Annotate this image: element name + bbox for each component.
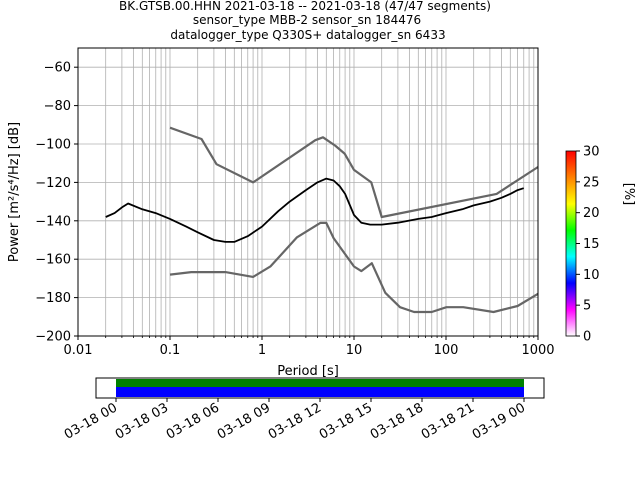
series-line-2 [169,221,539,314]
x-axis-ticks: 0.01 0.1 1 10 100 1000 [64,336,555,358]
colorbar-tick-label: 30 [583,145,600,160]
y-tick-label: −140 [35,214,71,229]
x-tick-label: 100 [434,343,459,358]
y-tick-label: −120 [35,176,71,191]
chart-title-line-3: datalogger_type Q330S+ datalogger_sn 643… [170,28,445,42]
time-coverage-top [116,379,524,387]
y-tick-label: −100 [35,138,71,153]
y-axis-ticks: −200 −180 −160 −140 −120 −100 −80 −60 [35,61,78,345]
y-tick-label: −160 [35,253,71,268]
series-line-0 [105,177,524,243]
time-tick-label: 03-18 00 [62,400,120,442]
time-tick-label: 03-18 09 [215,400,273,442]
colorbar-label: [%] [621,183,636,206]
series-line-1 [169,126,539,219]
x-tick-label: 1 [258,343,266,358]
time-coverage-bottom [116,387,524,397]
x-tick-label: 0.1 [160,343,181,358]
time-tick-label: 03-18 15 [317,400,375,442]
colorbar-tick-label: 10 [583,268,600,283]
x-tick-label: 0.01 [64,343,93,358]
colorbar-ticks: 0 5 10 15 20 25 30 [576,145,600,345]
chart-title-line-2: sensor_type MBB-2 sensor_sn 184476 [193,13,421,27]
colorbar-gradient [565,150,577,337]
y-axis-label: Power [m²/s⁴/Hz] [dB] [7,122,22,262]
y-tick-label: −60 [44,61,71,76]
chart-title-line-1: BK.GTSB.00.HHN 2021-03-18 -- 2021-03-18 … [119,0,491,13]
time-tick-label: 03-18 18 [368,400,426,442]
x-tick-label: 10 [346,343,363,358]
colorbar-tick-label: 20 [583,206,600,221]
colorbar: 0 5 10 15 20 25 30 [%] [565,145,636,345]
time-tick-label: 03-18 03 [113,400,171,442]
time-tick-label: 03-18 06 [164,400,222,442]
y-tick-label: −80 [44,99,71,114]
colorbar-tick-label: 5 [583,299,591,314]
x-tick-label: 1000 [521,343,554,358]
colorbar-tick-label: 0 [583,330,591,345]
x-axis-label: Period [s] [277,364,339,379]
y-tick-label: −200 [35,330,71,345]
colorbar-tick-label: 15 [583,237,600,252]
plot-frame [77,47,539,337]
series-lines [105,126,539,314]
plot-area: 0.01 0.1 1 10 100 1000 −200 −180 −160 −140 −120 −1… [35,47,555,358]
plot-background [78,48,538,336]
time-tick-label: 03-18 12 [266,400,324,442]
y-tick-label: −180 [35,291,71,306]
colorbar-tick-label: 25 [583,175,600,190]
time-tick-label: 03-19 00 [470,400,528,442]
time-tick-label: 03-18 21 [419,400,477,442]
